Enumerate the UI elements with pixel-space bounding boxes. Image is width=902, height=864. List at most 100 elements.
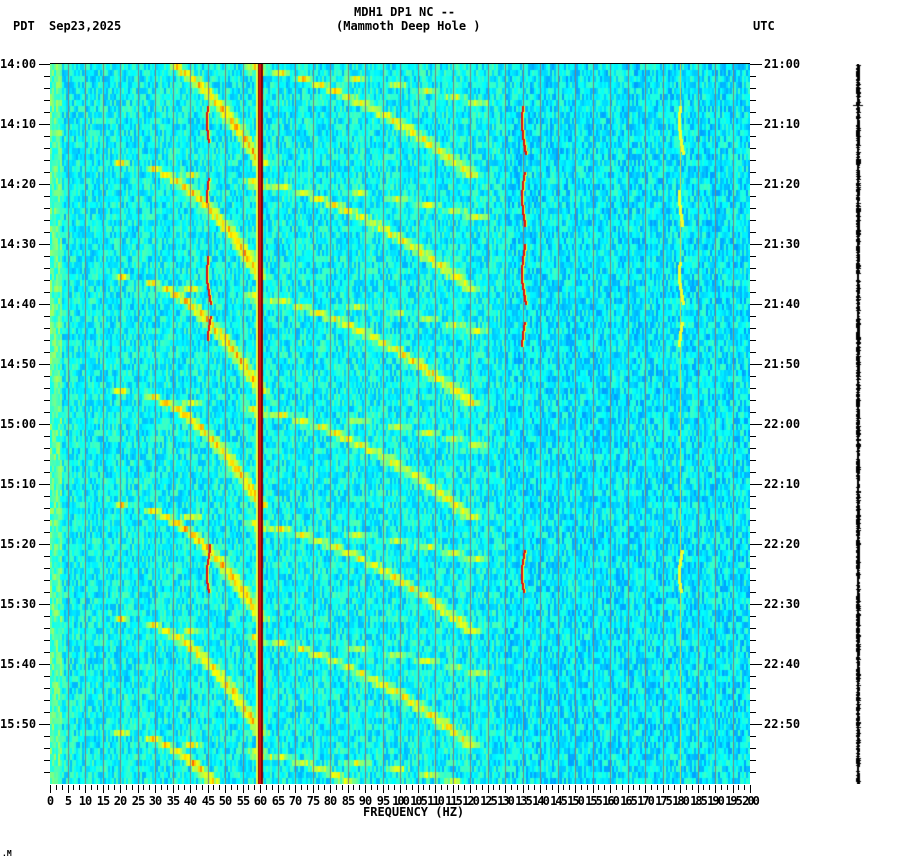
spectrogram-plot <box>50 64 750 784</box>
y-tick-right <box>750 580 756 581</box>
x-minor-tick <box>266 785 267 790</box>
y-tick-left <box>44 340 50 341</box>
x-tick-label: 40 <box>183 794 197 808</box>
y-tick-left <box>44 688 50 689</box>
y-tick-left <box>39 724 50 725</box>
timezone-right: UTC <box>753 19 775 33</box>
x-minor-tick <box>97 785 98 790</box>
x-minor-tick <box>639 785 640 790</box>
y-tick-left <box>39 244 50 245</box>
x-minor-tick <box>196 785 197 790</box>
x-minor-tick <box>62 785 63 790</box>
x-tick <box>698 785 699 793</box>
date-label: Sep23,2025 <box>49 19 122 33</box>
x-minor-tick <box>482 785 483 790</box>
x-tick-label: 90 <box>358 794 372 808</box>
x-tick-label: 20 <box>113 794 127 808</box>
y-tick-left <box>44 496 50 497</box>
x-minor-tick <box>167 785 168 790</box>
y-tick-right <box>750 772 756 773</box>
y-tick-left <box>44 256 50 257</box>
y-tick-right <box>750 172 756 173</box>
y-tick-right <box>750 436 756 437</box>
x-tick <box>68 785 69 793</box>
y-tick-right <box>750 664 762 665</box>
x-minor-tick <box>493 785 494 790</box>
x-tick-label: 15 <box>96 794 110 808</box>
y-tick-right <box>750 352 756 353</box>
x-minor-tick <box>604 785 605 790</box>
x-minor-tick <box>318 785 319 790</box>
x-minor-tick <box>721 785 722 790</box>
y-tick-left <box>44 220 50 221</box>
y-tick-right <box>750 568 756 569</box>
x-minor-tick <box>213 785 214 790</box>
x-tick-label: 150 <box>567 794 585 808</box>
y-tick-left <box>44 556 50 557</box>
x-minor-tick <box>517 785 518 790</box>
x-tick <box>348 785 349 793</box>
x-tick <box>225 785 226 793</box>
x-tick-label: 105 <box>410 794 428 808</box>
x-tick <box>260 785 261 793</box>
y-label-right: 22:50 <box>764 717 801 731</box>
y-tick-left <box>44 676 50 677</box>
y-tick-right <box>750 748 756 749</box>
x-minor-tick <box>108 785 109 790</box>
y-tick-right <box>750 520 756 521</box>
y-tick-left <box>44 160 50 161</box>
x-minor-tick <box>161 785 162 790</box>
y-tick-left <box>44 532 50 533</box>
x-minor-tick <box>149 785 150 790</box>
x-tick-label: 195 <box>725 794 743 808</box>
x-minor-tick <box>738 785 739 790</box>
x-minor-tick <box>248 785 249 790</box>
x-tick-label: 30 <box>148 794 162 808</box>
x-minor-tick <box>231 785 232 790</box>
x-tick-label: 50 <box>218 794 232 808</box>
y-label-left: 14:30 <box>0 237 37 251</box>
x-tick <box>575 785 576 793</box>
x-minor-tick <box>91 785 92 790</box>
y-tick-right <box>750 628 756 629</box>
x-minor-tick <box>674 785 675 790</box>
y-tick-right <box>750 256 756 257</box>
y-tick-left <box>44 376 50 377</box>
x-minor-tick <box>406 785 407 790</box>
footer-mark: .M <box>2 849 12 858</box>
y-tick-right <box>750 652 756 653</box>
x-tick <box>365 785 366 793</box>
x-tick-label: 75 <box>306 794 320 808</box>
y-tick-right <box>750 544 762 545</box>
x-tick-label: 0 <box>46 794 54 808</box>
x-minor-tick <box>616 785 617 790</box>
x-minor-tick <box>499 785 500 790</box>
y-label-right: 21:50 <box>764 357 801 371</box>
y-tick-left <box>44 76 50 77</box>
y-tick-left <box>44 748 50 749</box>
x-tick <box>173 785 174 793</box>
x-tick-label: 190 <box>707 794 725 808</box>
x-tick-label: 145 <box>550 794 568 808</box>
y-tick-right <box>750 124 762 125</box>
y-tick-right <box>750 220 756 221</box>
y-tick-left <box>44 736 50 737</box>
x-tick-label: 180 <box>672 794 690 808</box>
y-tick-right <box>750 64 762 65</box>
y-tick-left <box>44 700 50 701</box>
x-tick-label: 125 <box>480 794 498 808</box>
x-tick-label: 155 <box>585 794 603 808</box>
x-minor-tick <box>301 785 302 790</box>
y-tick-left <box>44 292 50 293</box>
y-label-left: 14:20 <box>0 177 37 191</box>
y-tick-left <box>44 400 50 401</box>
x-tick-label: 175 <box>655 794 673 808</box>
x-tick <box>488 785 489 793</box>
x-tick-label: 185 <box>690 794 708 808</box>
x-tick <box>750 785 751 793</box>
y-tick-left <box>44 760 50 761</box>
x-tick-label: 200 <box>742 794 760 808</box>
y-tick-right <box>750 760 756 761</box>
y-tick-left <box>44 712 50 713</box>
x-tick <box>505 785 506 793</box>
